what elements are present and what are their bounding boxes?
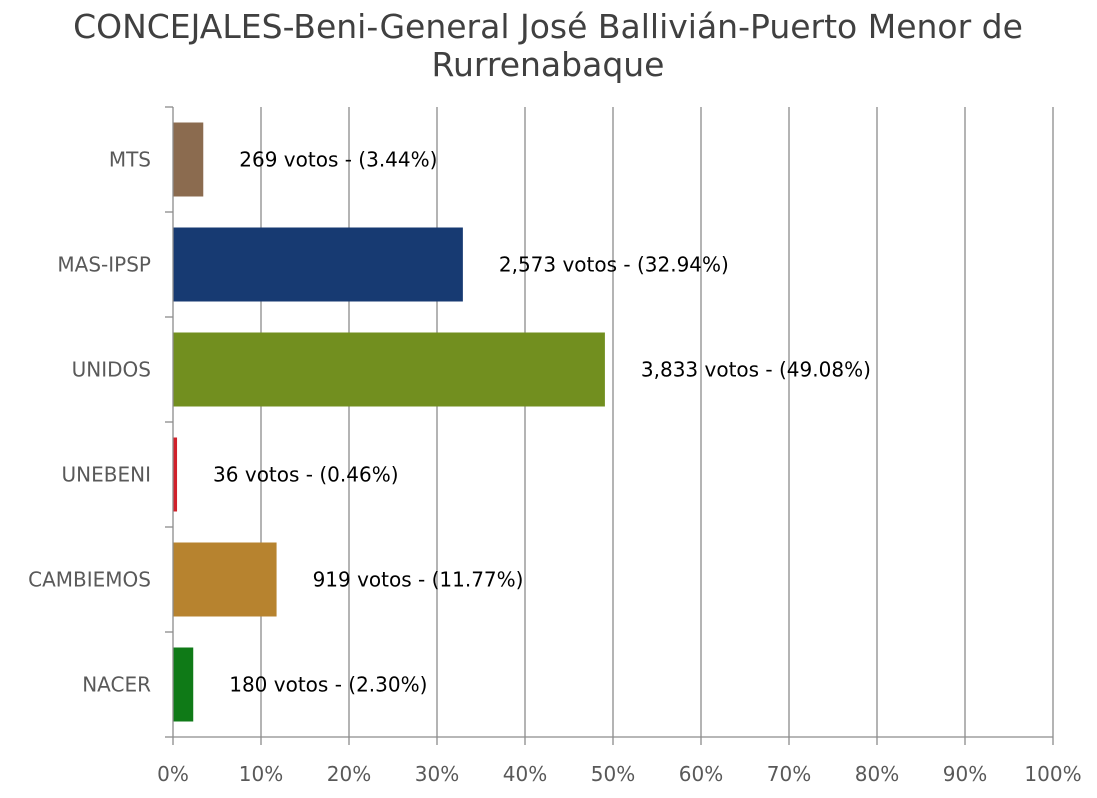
category-label-nacer: NACER <box>82 673 151 697</box>
x-tick-label: 40% <box>503 762 547 786</box>
x-tick-label: 30% <box>415 762 459 786</box>
x-tick-label: 50% <box>591 762 635 786</box>
x-tick-label: 60% <box>679 762 723 786</box>
bar-cambiemos <box>173 542 277 617</box>
data-label-mas-ipsp: 2,573 votos - (32.94%) <box>499 253 729 277</box>
x-tick-label: 0% <box>157 762 189 786</box>
data-label-cambiemos: 919 votos - (11.77%) <box>313 568 524 592</box>
labels: 0% 10% 20% 30% 40% 50% 60% 70% 80% 90% 100% MTS 269 … <box>28 148 1081 787</box>
x-tick-label: 70% <box>767 762 811 786</box>
bar-mts <box>173 122 204 197</box>
bar-unidos <box>173 332 605 407</box>
x-tick-label: 80% <box>855 762 899 786</box>
bar-unebeni <box>173 437 178 512</box>
category-label-cambiemos: CAMBIEMOS <box>28 568 151 592</box>
x-tick-label: 100% <box>1024 762 1081 786</box>
category-label-mts: MTS <box>109 148 151 172</box>
x-tick-label: 10% <box>239 762 283 786</box>
bar-mas-ipsp <box>173 227 463 302</box>
x-tick-label: 20% <box>327 762 371 786</box>
chart-title-line-2: Rurrenabaque <box>432 45 665 84</box>
x-tick-label: 90% <box>943 762 987 786</box>
bar-nacer <box>173 647 194 722</box>
axes <box>165 106 1054 745</box>
data-label-nacer: 180 votos - (2.30%) <box>229 673 427 697</box>
gridlines <box>260 107 1054 737</box>
category-label-unebeni: UNEBENI <box>62 463 151 487</box>
data-label-unidos: 3,833 votos - (49.08%) <box>641 358 871 382</box>
bars <box>173 122 605 722</box>
category-label-mas-ipsp: MAS-IPSP <box>57 253 151 277</box>
category-label-unidos: UNIDOS <box>72 358 151 382</box>
data-label-unebeni: 36 votos - (0.46%) <box>213 463 398 487</box>
chart-title-line-1: CONCEJALES-Beni-General José Ballivián-P… <box>73 7 1023 46</box>
data-label-mts: 269 votos - (3.44%) <box>239 148 437 172</box>
